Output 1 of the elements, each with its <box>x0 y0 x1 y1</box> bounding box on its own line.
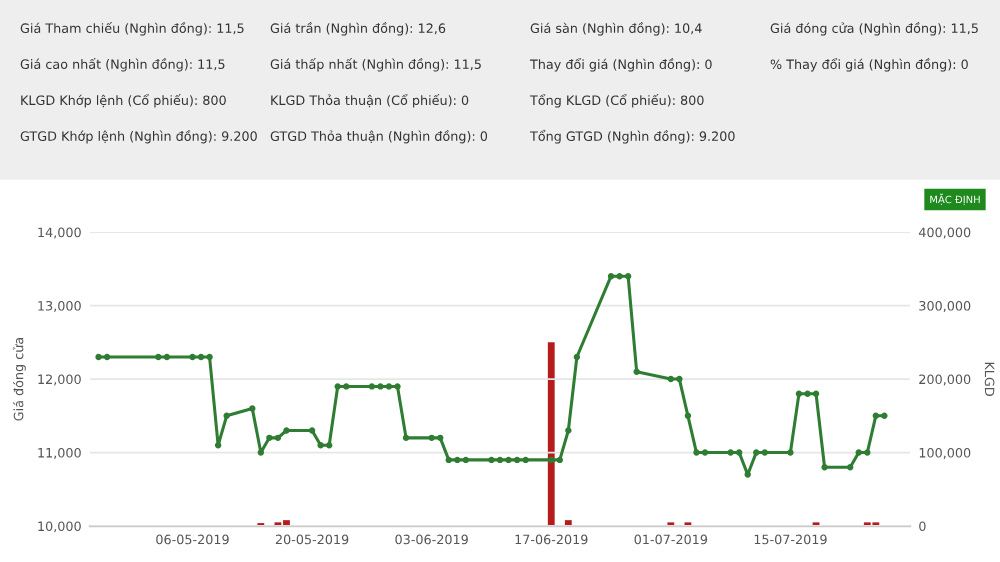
bar <box>547 342 555 527</box>
